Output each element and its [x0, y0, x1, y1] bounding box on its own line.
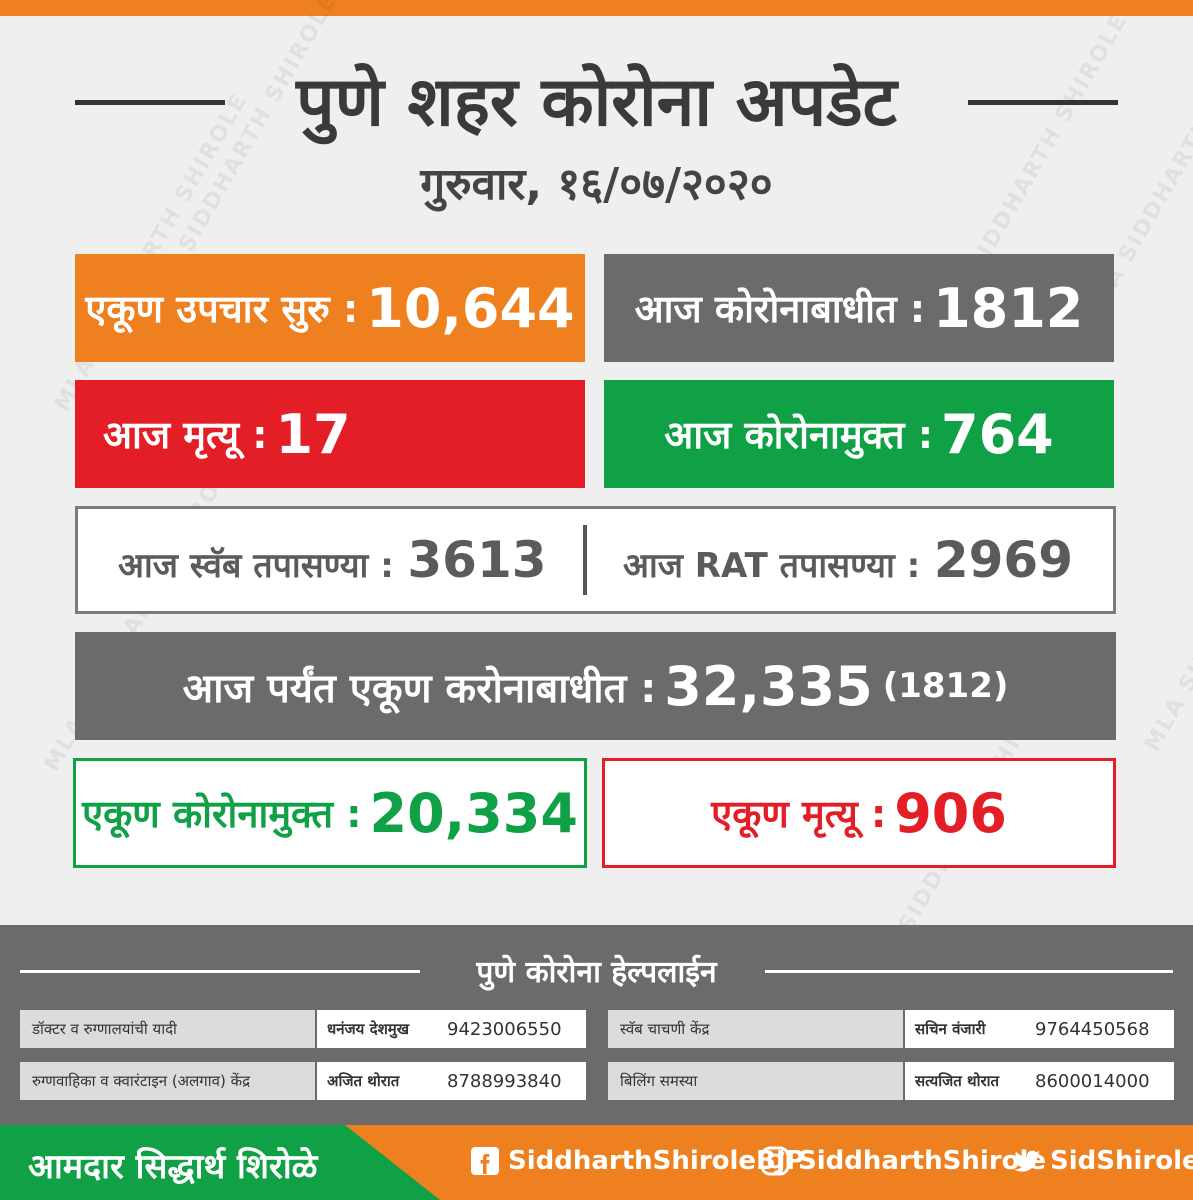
swab-tests: आज स्वॅब तपासण्या : 3613 — [118, 531, 547, 589]
swab-tests-value: 3613 — [407, 531, 547, 589]
instagram-icon — [760, 1146, 790, 1176]
helpline-service: स्वॅब चाचणी केंद्र — [608, 1010, 903, 1048]
page-title: पुणे शहर कोरोना अपडेट — [296, 63, 897, 142]
helpline-phone[interactable]: 9423006550 — [447, 1010, 586, 1048]
helpline-phone[interactable]: 8788993840 — [447, 1062, 586, 1100]
tests-box: आज स्वॅब तपासण्या : 3613 आज RAT तपासण्या… — [75, 506, 1116, 614]
helpline-row: बिलिंग समस्या सत्यजित थोरात 8600014000 — [608, 1062, 1174, 1100]
helpline-row: डॉक्टर व रुग्णालयांची यादी धनंजय देशमुख … — [20, 1010, 586, 1048]
today-positive-box: आज कोरोनाबाधीत : 1812 — [604, 254, 1114, 362]
today-positive-label: आज कोरोनाबाधीत : — [634, 287, 926, 331]
total-recovered-box: एकूण कोरोनामुक्त : 20,334 — [73, 758, 587, 868]
total-recovered-label: एकूण कोरोनामुक्त : — [82, 792, 362, 836]
helpline-rule-right — [765, 970, 1173, 973]
total-deaths-label: एकूण मृत्यू : — [711, 792, 887, 836]
footer-name: आमदार सिद्धार्थ शिरोळे — [28, 1147, 318, 1187]
top-accent-bar — [0, 0, 1193, 16]
helpline-row: स्वॅब चाचणी केंद्र सचिन वंजारी 976445056… — [608, 1010, 1174, 1048]
helpline-row: रुग्णवाहिका व क्वारंटाइन (अलगाव) केंद्र … — [20, 1062, 586, 1100]
total-cases-box: आज पर्यंत एकूण करोनाबाधीत : 32,335 (1812… — [75, 632, 1116, 740]
twitter-handle[interactable]: SidShirole — [1012, 1146, 1193, 1176]
helpline-person: धनंजय देशमुख — [317, 1010, 447, 1048]
today-deaths-label: आज मृत्यू : — [103, 413, 268, 457]
helpline-rule-left — [20, 970, 420, 973]
helpline-person: सत्यजित थोरात — [905, 1062, 1035, 1100]
helpline-phone[interactable]: 9764450568 — [1035, 1010, 1174, 1048]
total-cases-value: 32,335 — [664, 654, 873, 718]
helpline-service: डॉक्टर व रुग्णालयांची यादी — [20, 1010, 315, 1048]
twitter-handle-text: SidShirole — [1050, 1146, 1193, 1176]
rat-tests-value: 2969 — [933, 531, 1073, 589]
helpline-person: अजित थोरात — [317, 1062, 447, 1100]
today-deaths-box: आज मृत्यू : 17 — [75, 380, 585, 488]
active-cases-label: एकूण उपचार सुरु : — [85, 287, 359, 331]
total-recovered-value: 20,334 — [369, 781, 578, 845]
header: पुणे शहर कोरोना अपडेट — [0, 58, 1193, 148]
helpline-service: रुग्णवाहिका व क्वारंटाइन (अलगाव) केंद्र — [20, 1062, 315, 1100]
active-cases-box: एकूण उपचार सुरु : 10,644 — [75, 254, 585, 362]
report-date: गुरुवार, १६/०७/२०२० — [420, 159, 773, 210]
total-deaths-box: एकूण मृत्यू : 906 — [602, 758, 1116, 868]
title-rule-left — [75, 100, 225, 105]
helpline-title: पुणे कोरोना हेल्पलाईन — [476, 955, 717, 990]
today-recovered-label: आज कोरोनामुक्त : — [664, 413, 934, 457]
facebook-handle-text: SiddharthShiroleBJP — [508, 1146, 805, 1176]
today-deaths-value: 17 — [275, 402, 351, 466]
rat-tests-label: आज RAT तपासण्या : — [622, 546, 921, 586]
helpline-person: सचिन वंजारी — [905, 1010, 1035, 1048]
title-rule-right — [968, 100, 1118, 105]
active-cases-value: 10,644 — [366, 276, 575, 340]
total-cases-label: आज पर्यंत एकूण करोनाबाधीत : — [182, 665, 657, 712]
instagram-handle-text: SiddharthShirole — [798, 1146, 1047, 1176]
rat-tests: आज RAT तपासण्या : 2969 — [623, 531, 1073, 589]
today-recovered-box: आज कोरोनामुक्त : 764 — [604, 380, 1114, 488]
watermark: MLA SIDDHARTH SHIROLE — [1139, 429, 1193, 756]
twitter-icon — [1014, 1150, 1040, 1172]
helpline-phone[interactable]: 8600014000 — [1035, 1062, 1174, 1100]
today-recovered-value: 764 — [941, 402, 1054, 466]
swab-tests-label: आज स्वॅब तपासण्या : — [118, 546, 394, 586]
today-positive-value: 1812 — [933, 276, 1084, 340]
helpline-service: बिलिंग समस्या — [608, 1062, 903, 1100]
total-cases-increment: (1812) — [882, 666, 1009, 706]
instagram-handle[interactable]: SiddharthShirole — [760, 1146, 1046, 1176]
tests-divider — [582, 525, 587, 595]
total-deaths-value: 906 — [894, 781, 1007, 845]
facebook-icon — [471, 1147, 499, 1175]
facebook-handle[interactable]: SiddharthShiroleBJP — [470, 1146, 805, 1176]
